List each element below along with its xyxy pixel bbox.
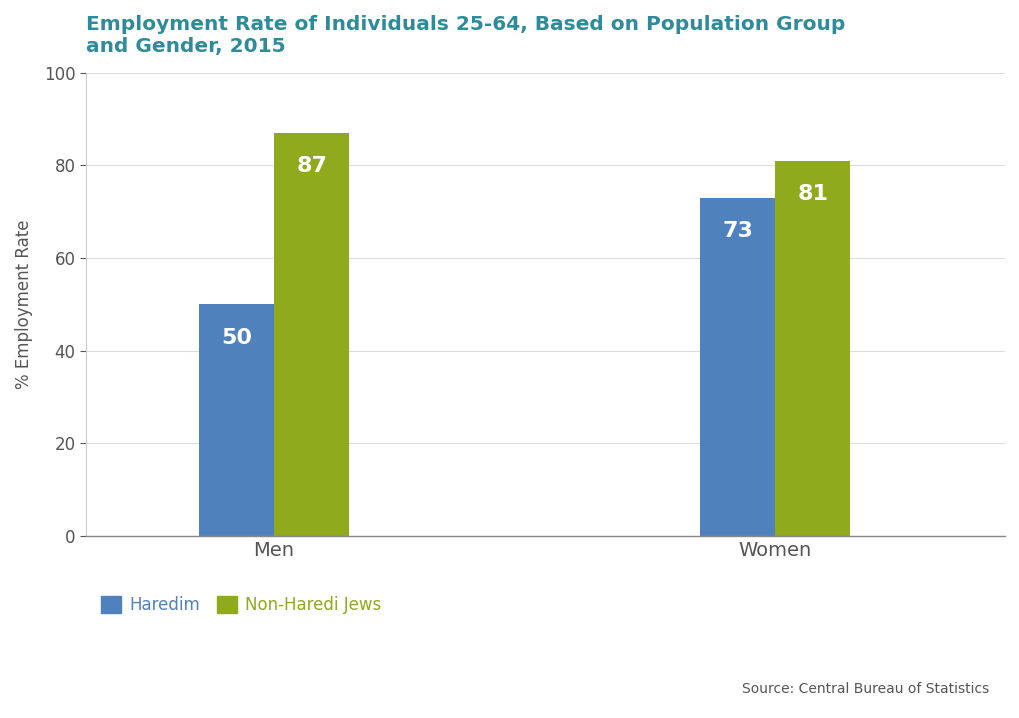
- Bar: [774, 161, 850, 536]
- Text: 50: 50: [221, 327, 252, 348]
- Bar: [199, 304, 274, 536]
- Text: Source: Central Bureau of Statistics: Source: Central Bureau of Statistics: [742, 683, 988, 696]
- Text: 81: 81: [797, 184, 827, 204]
- Text: 73: 73: [721, 221, 752, 241]
- Text: 87: 87: [296, 157, 327, 176]
- Text: Employment Rate of Individuals 25-64, Based on Population Group
and Gender, 2015: Employment Rate of Individuals 25-64, Ba…: [86, 15, 845, 56]
- Legend: Haredim, Non-Haredi Jews: Haredim, Non-Haredi Jews: [95, 589, 388, 620]
- Bar: [699, 198, 774, 536]
- Y-axis label: % Employment Rate: % Employment Rate: [15, 220, 33, 389]
- Bar: [274, 133, 348, 536]
